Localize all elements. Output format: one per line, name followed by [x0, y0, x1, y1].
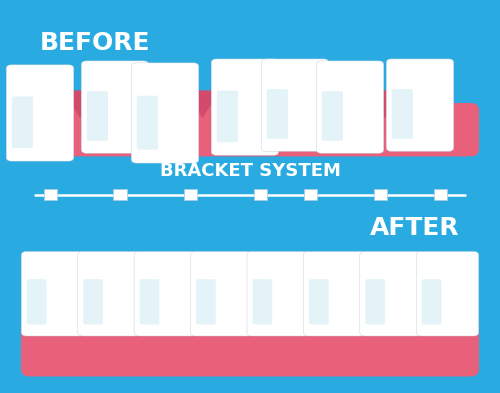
FancyBboxPatch shape [322, 91, 343, 141]
FancyBboxPatch shape [386, 59, 454, 151]
FancyBboxPatch shape [184, 189, 196, 200]
Polygon shape [62, 90, 98, 118]
Polygon shape [248, 90, 282, 118]
FancyBboxPatch shape [374, 189, 386, 200]
Polygon shape [122, 90, 158, 118]
FancyBboxPatch shape [131, 63, 199, 163]
FancyBboxPatch shape [140, 279, 160, 325]
FancyBboxPatch shape [304, 252, 366, 336]
FancyBboxPatch shape [211, 59, 279, 155]
Polygon shape [178, 310, 208, 328]
Polygon shape [404, 310, 434, 328]
FancyBboxPatch shape [247, 252, 310, 336]
Polygon shape [66, 310, 96, 328]
Polygon shape [368, 90, 402, 118]
FancyBboxPatch shape [304, 189, 316, 200]
FancyBboxPatch shape [12, 96, 33, 148]
FancyBboxPatch shape [316, 61, 384, 153]
Text: BRACKET SYSTEM: BRACKET SYSTEM [160, 162, 340, 180]
FancyBboxPatch shape [6, 65, 74, 161]
FancyBboxPatch shape [309, 279, 328, 325]
FancyBboxPatch shape [78, 252, 140, 336]
FancyBboxPatch shape [366, 279, 385, 325]
FancyBboxPatch shape [21, 317, 479, 376]
FancyBboxPatch shape [434, 189, 446, 200]
FancyBboxPatch shape [196, 279, 216, 325]
Polygon shape [292, 310, 322, 328]
FancyBboxPatch shape [217, 90, 238, 142]
FancyBboxPatch shape [81, 61, 149, 153]
FancyBboxPatch shape [422, 279, 442, 325]
Text: BEFORE: BEFORE [40, 31, 150, 55]
Polygon shape [308, 90, 342, 118]
FancyBboxPatch shape [114, 189, 126, 200]
FancyBboxPatch shape [21, 103, 479, 156]
Polygon shape [185, 90, 220, 118]
FancyBboxPatch shape [26, 279, 46, 325]
FancyBboxPatch shape [392, 89, 413, 139]
FancyBboxPatch shape [87, 91, 108, 141]
Text: AFTER: AFTER [370, 216, 460, 240]
FancyBboxPatch shape [83, 279, 103, 325]
FancyBboxPatch shape [44, 189, 57, 200]
FancyBboxPatch shape [267, 89, 288, 139]
Polygon shape [122, 310, 152, 328]
FancyBboxPatch shape [137, 96, 158, 150]
FancyBboxPatch shape [134, 252, 196, 336]
FancyBboxPatch shape [416, 252, 479, 336]
FancyBboxPatch shape [254, 189, 266, 200]
Polygon shape [235, 310, 265, 328]
FancyBboxPatch shape [360, 252, 422, 336]
FancyBboxPatch shape [252, 279, 272, 325]
FancyBboxPatch shape [21, 252, 84, 336]
FancyBboxPatch shape [190, 252, 253, 336]
FancyBboxPatch shape [261, 59, 329, 151]
Polygon shape [348, 310, 378, 328]
